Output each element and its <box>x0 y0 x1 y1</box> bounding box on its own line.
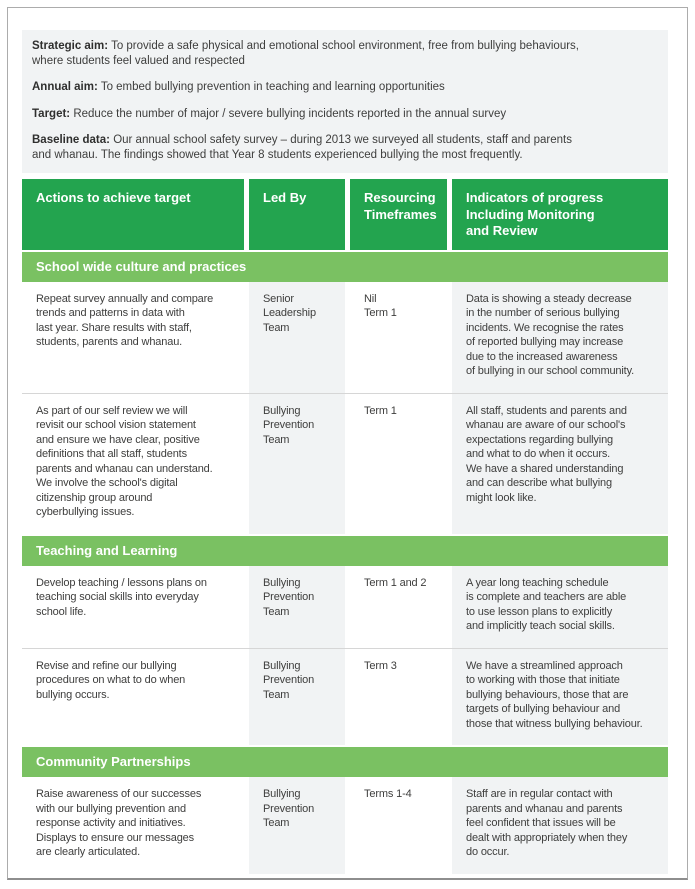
cell-indicators: A year long teaching schedule is complet… <box>452 565 668 648</box>
target-paragraph: Target: Reduce the number of major / sev… <box>32 107 656 122</box>
table-row: As part of our self review we will revis… <box>22 392 668 534</box>
cell-action: Raise awareness of our successes with ou… <box>36 788 202 858</box>
cell-action: Repeat survey annually and compare trend… <box>36 292 214 349</box>
cell-led-by: Bullying Prevention Team <box>249 393 345 534</box>
header-resourcing-timeframes: Resourcing Timeframes <box>350 179 447 250</box>
section-school-wide-culture: School wide culture and practices <box>22 251 668 282</box>
annual-aim-paragraph: Annual aim: To embed bullying prevention… <box>32 80 656 95</box>
cell-indicators: All staff, students and parents and whan… <box>452 393 668 534</box>
annual-aim-text: To embed bullying prevention in teaching… <box>100 81 445 93</box>
cell-timeframes: Terms 1-4 <box>364 788 412 800</box>
baseline-data-paragraph: Baseline data: Our annual school safety … <box>32 133 656 162</box>
intro-section: Strategic aim: To provide a safe physica… <box>22 30 668 173</box>
cell-led-by: Bullying Prevention Team <box>249 565 345 648</box>
section-community-partnerships: Community Partnerships <box>22 747 668 777</box>
action-plan-table: Actions to achieve target Led By Resourc… <box>22 179 668 874</box>
cell-action: Revise and refine our bullying procedure… <box>36 659 186 701</box>
cell-led-by: Bullying Prevention Team <box>249 648 345 745</box>
section-teaching-and-learning: Teaching and Learning <box>22 535 668 566</box>
strategic-aim-label: Strategic aim: <box>32 40 109 52</box>
header-indicators: Indicators of progress Including Monitor… <box>452 179 668 250</box>
target-label: Target: <box>32 107 71 120</box>
strategic-aim-paragraph: Strategic aim: To provide a safe physica… <box>32 39 656 68</box>
baseline-data-text: Our annual school safety survey – during… <box>32 134 572 161</box>
table-row: Revise and refine our bullying procedure… <box>22 647 668 745</box>
cell-timeframes: Term 3 <box>364 659 397 672</box>
strategic-aim-text: To provide a safe physical and emotional… <box>32 40 579 67</box>
cell-action: Develop teaching / lessons plans on teac… <box>36 576 207 618</box>
table-row: Develop teaching / lessons plans on teac… <box>22 565 668 648</box>
target-text: Reduce the number of major / severe bull… <box>73 107 507 120</box>
baseline-data-label: Baseline data: <box>32 134 110 146</box>
cell-action: As part of our self review we will revis… <box>36 404 213 519</box>
cell-timeframes: Term 1 and 2 <box>364 576 427 589</box>
document-page: Strategic aim: To provide a safe physica… <box>22 30 668 874</box>
annual-aim-label: Annual aim: <box>32 81 98 93</box>
table-row: Repeat survey annually and compare trend… <box>22 281 668 393</box>
cell-indicators: Data is showing a steady decrease in the… <box>452 281 668 393</box>
cell-indicators: We have a streamlined approach to workin… <box>452 648 668 745</box>
table-header-row: Actions to achieve target Led By Resourc… <box>22 179 668 250</box>
cell-led-by: Bullying Prevention Team <box>249 777 345 874</box>
header-led-by: Led By <box>249 179 345 250</box>
cell-led-by: Senior Leadership Team <box>249 281 345 393</box>
header-actions: Actions to achieve target <box>22 179 244 250</box>
cell-timeframes: Term 1 <box>364 404 397 417</box>
cell-indicators: Staff are in regular contact with parent… <box>452 777 668 874</box>
table-row: Raise awareness of our successes with ou… <box>22 777 668 874</box>
cell-timeframes: Nil Term 1 <box>364 292 397 320</box>
